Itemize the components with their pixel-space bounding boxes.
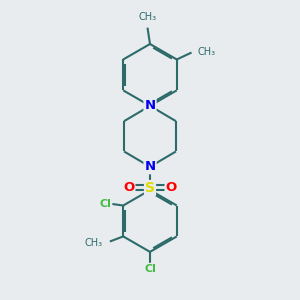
Text: CH₃: CH₃ <box>139 12 157 22</box>
Text: O: O <box>123 182 134 194</box>
Text: O: O <box>166 182 177 194</box>
Text: N: N <box>144 99 156 112</box>
Text: CH₃: CH₃ <box>85 238 103 248</box>
Text: Cl: Cl <box>144 264 156 274</box>
Text: N: N <box>144 160 156 173</box>
Text: Cl: Cl <box>100 199 112 209</box>
Text: CH₃: CH₃ <box>197 46 215 56</box>
Text: S: S <box>145 181 155 195</box>
